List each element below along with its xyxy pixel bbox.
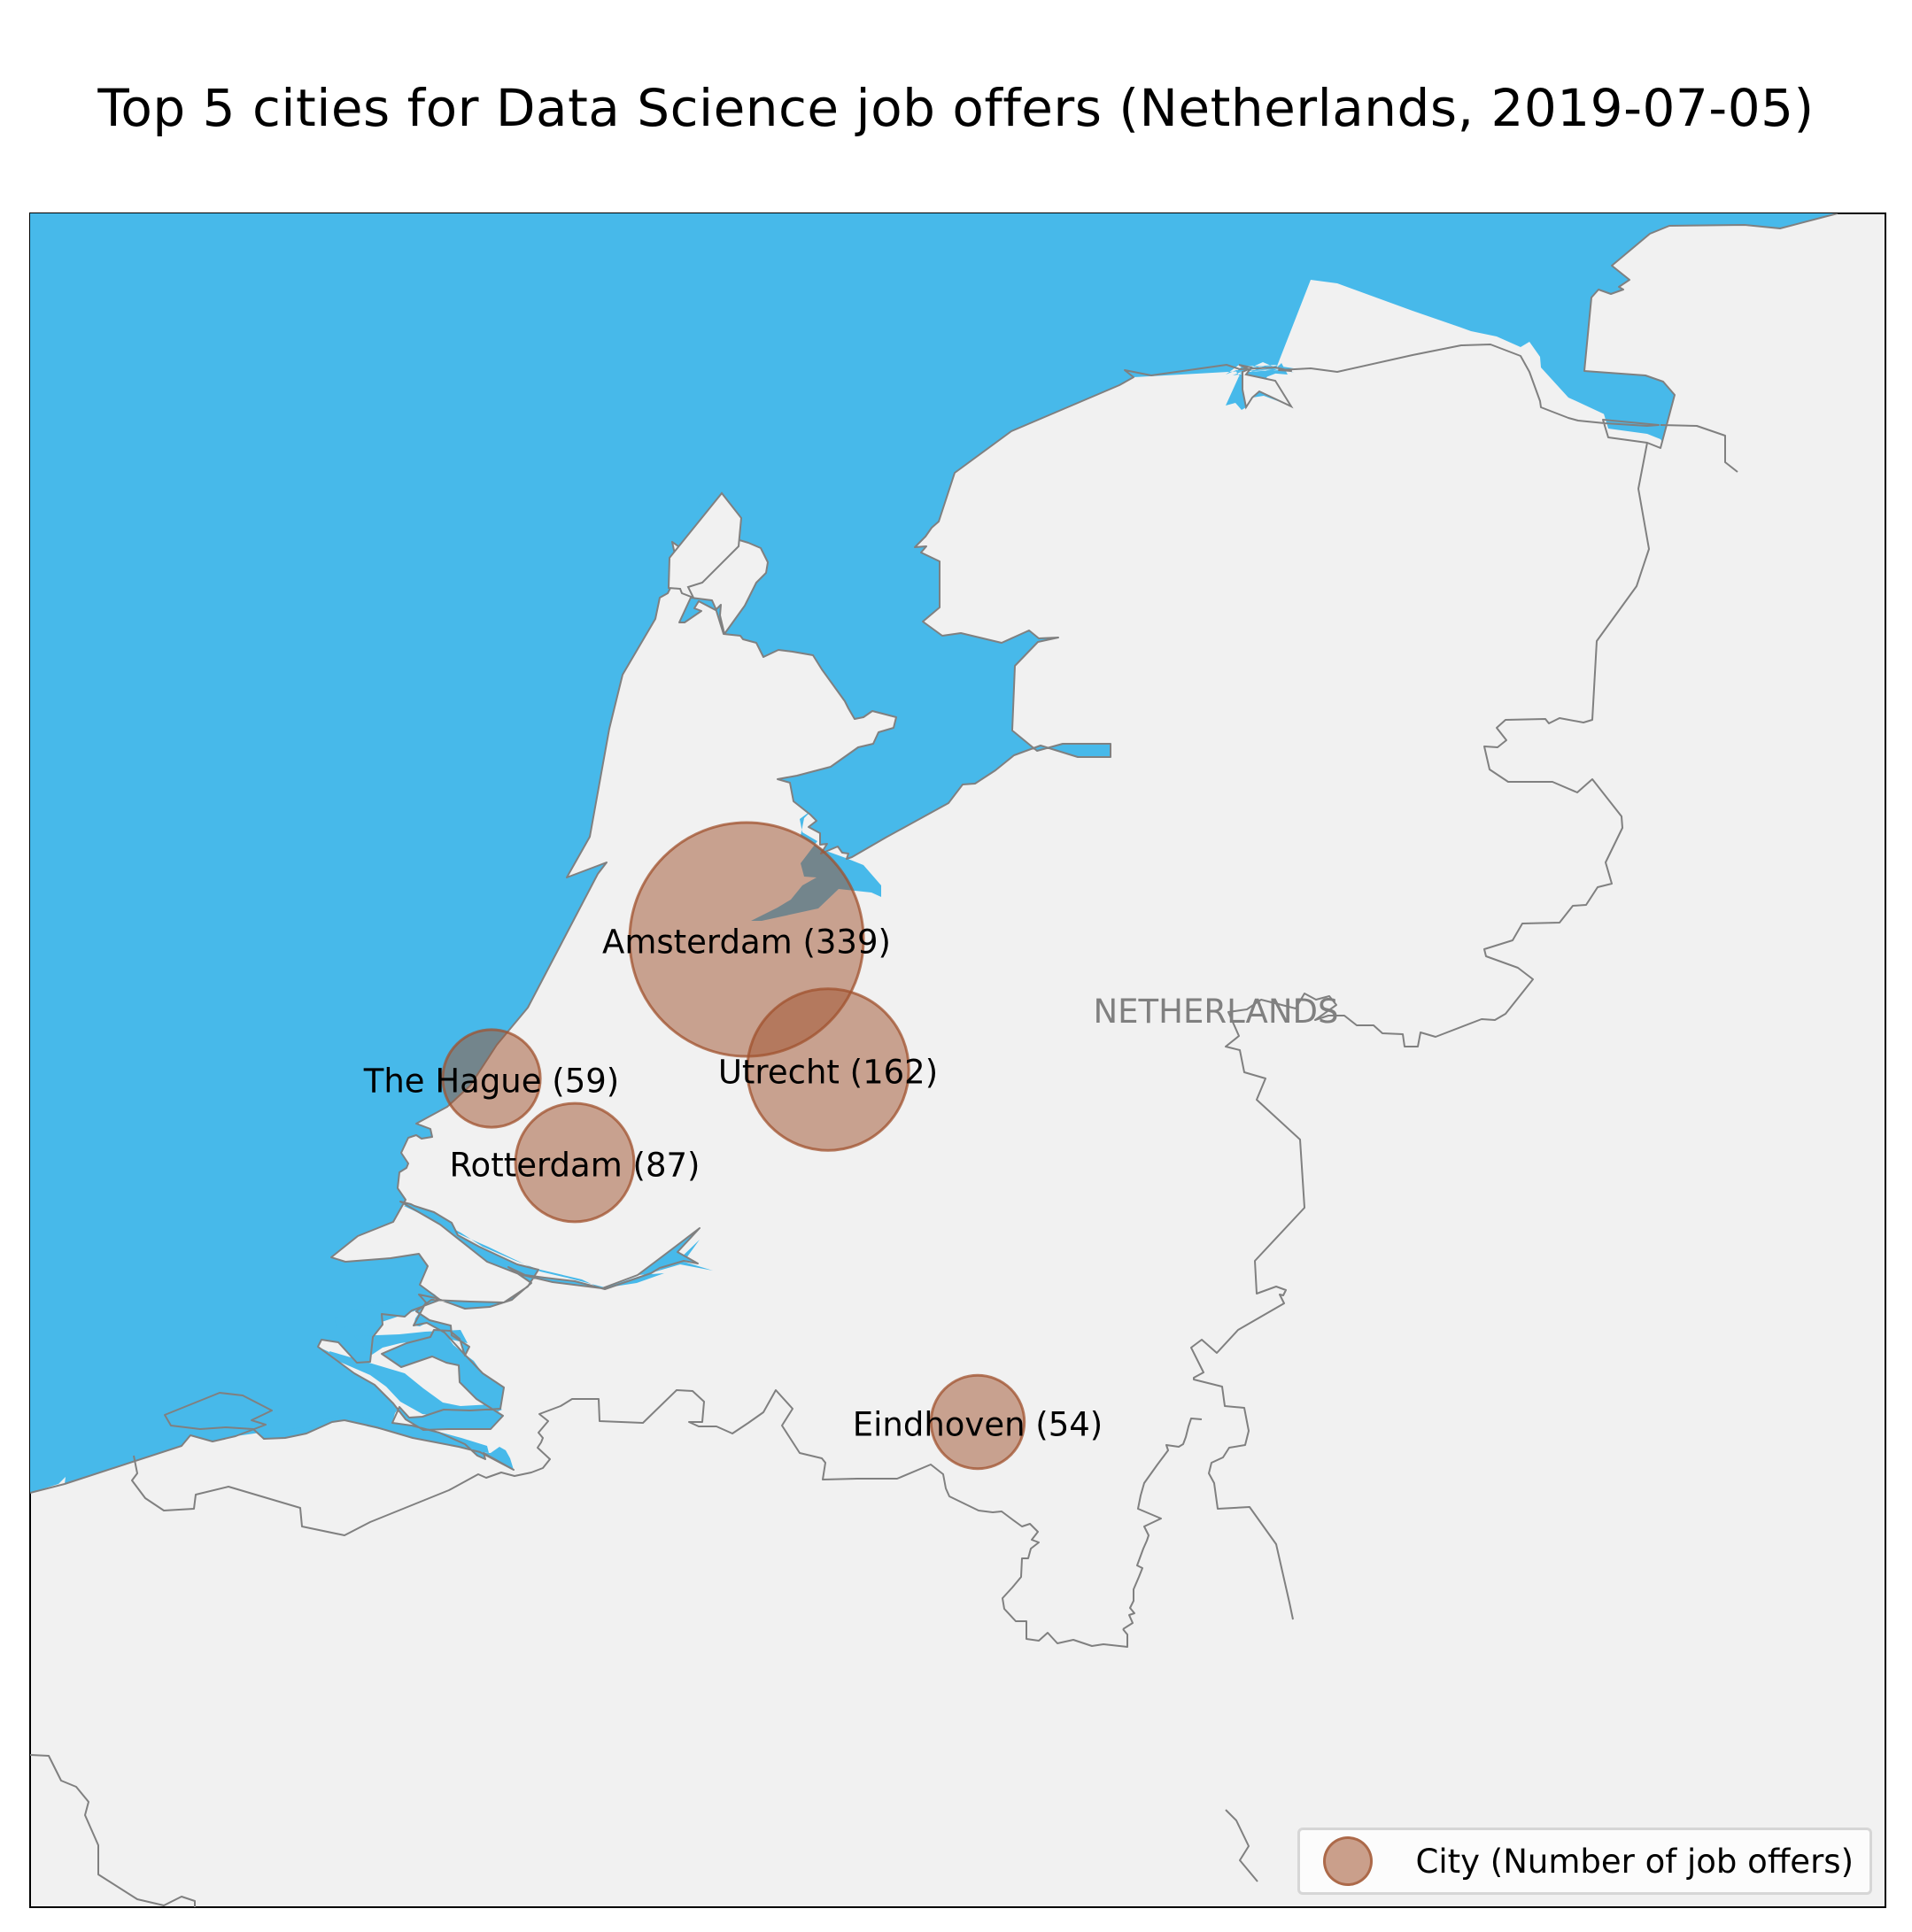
legend: City (Number of job offers)	[1297, 1828, 1872, 1895]
land-area	[31, 214, 1885, 1906]
legend-label: City (Number of job offers)	[1415, 1842, 1854, 1881]
chart-title: Top 5 cities for Data Science job offers…	[97, 78, 1815, 138]
map-canvas	[31, 214, 1885, 1906]
circle-marker-icon	[1323, 1836, 1374, 1886]
map-frame	[29, 213, 1886, 1908]
